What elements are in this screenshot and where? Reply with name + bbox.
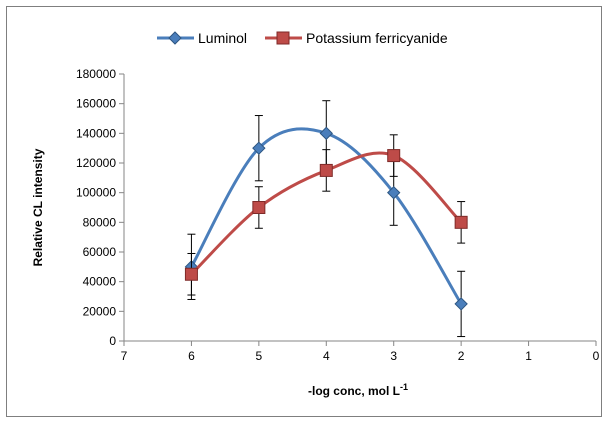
x-axis-title-main: -log conc, mol L [308, 384, 400, 398]
x-axis-title-superscript: -1 [400, 382, 408, 392]
x-axis-title: -log conc, mol L-1 [308, 382, 408, 398]
x-tick-label: 1 [525, 349, 532, 363]
luminol-point [454, 297, 468, 311]
y-tick-label: 140000 [76, 126, 116, 140]
potassium-ferricyanide-point [184, 267, 198, 281]
luminol-point [387, 185, 401, 200]
y-axis-title: Relative CL intensity [31, 148, 45, 266]
luminol-point [319, 126, 333, 141]
legend-luminol-marker [168, 31, 182, 45]
x-tick-label: 7 [121, 349, 128, 363]
y-tick-label: 80000 [83, 215, 117, 229]
potassium-ferricyanide-point [454, 215, 468, 229]
x-tick-label: 3 [390, 349, 397, 363]
potassium-ferricyanide-point [319, 163, 333, 177]
y-tick-label: 100000 [76, 186, 116, 200]
chart-frame [6, 6, 602, 417]
y-tick-label: 160000 [76, 97, 116, 111]
y-tick-label: 20000 [83, 304, 117, 318]
y-tick-label: 180000 [76, 67, 116, 81]
x-tick-label: 4 [323, 349, 330, 363]
plot-area [184, 100, 468, 338]
x-tick-label: 0 [593, 349, 600, 363]
legend-potassium-ferricyanide-marker [276, 31, 290, 45]
y-tick-label: 120000 [76, 156, 116, 170]
x-tick-label: 2 [458, 349, 465, 363]
y-tick-label: 40000 [83, 275, 117, 289]
potassium-ferricyanide-point [387, 149, 401, 163]
luminol-point [252, 141, 266, 155]
y-tick-label: 0 [109, 334, 116, 348]
x-tick-label: 5 [256, 349, 263, 363]
axes: 0 20000 40000 60000 80000 100000 120000 140000 1… [76, 67, 600, 363]
legend-potassium-ferricyanide-label: Potassium ferricyanide [306, 30, 448, 46]
x-tick-label: 6 [188, 349, 195, 363]
legend: Luminol Potassium ferricyanide [157, 30, 448, 46]
legend-luminol-label: Luminol [198, 30, 247, 46]
potassium-ferricyanide-point [252, 201, 266, 214]
y-tick-label: 60000 [83, 245, 117, 259]
